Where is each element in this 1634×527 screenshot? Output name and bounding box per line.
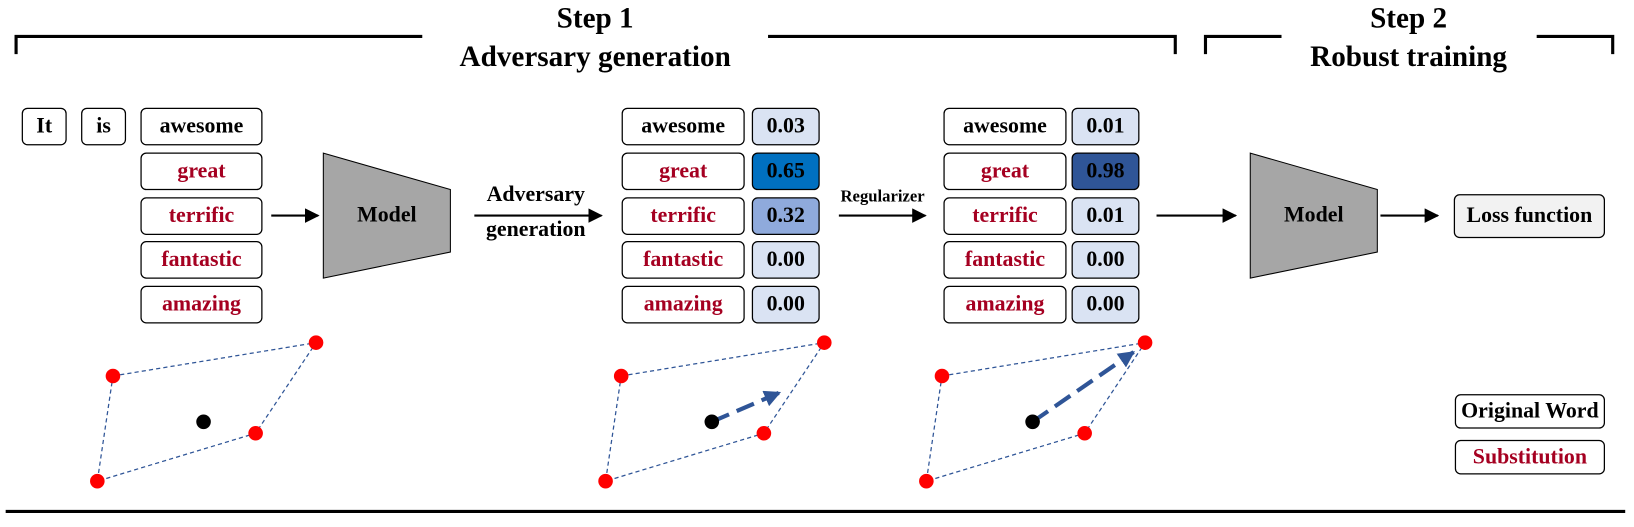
candidate-word: fantastic	[161, 247, 241, 271]
substitution-point	[1137, 335, 1153, 350]
neighborhood	[925, 341, 1147, 483]
original-point	[196, 414, 211, 430]
weight-box	[751, 241, 820, 279]
substitution-point	[919, 473, 934, 489]
substitution-point	[1077, 425, 1092, 441]
substitution-point	[598, 473, 613, 489]
candidate-word-box	[140, 241, 263, 279]
candidate-word-box	[621, 241, 745, 279]
weight-box	[1071, 197, 1140, 235]
candidate-word: awesome	[160, 114, 244, 138]
candidate-word-box	[140, 197, 263, 235]
weight: 0.98	[1086, 158, 1124, 182]
weight: 0.65	[767, 158, 805, 182]
candidate-word-box	[621, 285, 745, 324]
model	[1249, 152, 1378, 279]
brackets	[5, 34, 1626, 513]
candidate-word-box	[140, 107, 263, 146]
candidate-word-box	[943, 197, 1067, 235]
arrow-label: generation	[486, 217, 586, 241]
candidate-word-box	[943, 285, 1067, 324]
weight-box	[751, 152, 820, 191]
step-title: Adversary generation	[460, 41, 731, 73]
legend-item-box	[1454, 394, 1606, 429]
substitution-point	[613, 368, 629, 384]
loss-function: Loss function	[1467, 203, 1593, 227]
candidate-word-box	[621, 152, 745, 191]
substitution-point	[308, 335, 324, 350]
candidate-word: terrific	[169, 203, 235, 227]
step2-bracket	[1203, 34, 1615, 55]
candidate-word-box	[943, 241, 1067, 279]
candidate-word: amazing	[162, 292, 241, 316]
context-word: is	[96, 114, 111, 138]
candidate-word-box	[140, 285, 263, 324]
weight: 0.32	[767, 203, 805, 227]
original-point	[1025, 414, 1040, 430]
loss-function-box	[1453, 194, 1606, 239]
weight: 0.01	[1086, 114, 1124, 138]
perturbation	[710, 390, 782, 424]
step-label: Step 1	[557, 3, 634, 35]
substitution-point	[934, 368, 950, 384]
weight: 0.00	[1086, 292, 1124, 316]
step1-bracket	[14, 34, 1177, 55]
substitution-point	[756, 425, 772, 441]
neighborhood	[96, 341, 318, 483]
candidate-word: great	[981, 158, 1030, 182]
weight-box	[751, 197, 820, 235]
candidate-word-box	[621, 107, 745, 146]
arrow-label: Adversary	[487, 182, 585, 206]
context-word: It	[36, 114, 53, 138]
weight: 0.03	[767, 114, 805, 138]
candidate-word: amazing	[644, 292, 723, 316]
candidate-word: awesome	[641, 114, 725, 138]
context-word-box	[21, 107, 67, 146]
candidate-word: great	[177, 158, 226, 182]
candidate-word: terrific	[650, 203, 716, 227]
perturbation	[1031, 350, 1135, 424]
weight: 0.00	[767, 247, 805, 271]
weight: 0.00	[1086, 247, 1124, 271]
step-label: Step 2	[1370, 3, 1447, 35]
context-word-box	[81, 107, 127, 146]
substitution-point	[105, 368, 121, 384]
substitution-point	[90, 473, 105, 489]
candidate-word: fantastic	[643, 247, 723, 271]
weight: 0.01	[1086, 203, 1124, 227]
substitution-point	[248, 425, 263, 441]
candidate-word: awesome	[963, 114, 1047, 138]
candidate-word-box	[621, 197, 745, 235]
model	[322, 152, 451, 279]
candidate-word: fantastic	[965, 247, 1045, 271]
weight-box	[751, 107, 820, 146]
weight-box	[751, 285, 820, 324]
weight-box	[1071, 285, 1140, 324]
weight-box	[1071, 152, 1140, 191]
candidate-word-box	[943, 107, 1067, 146]
candidate-word-box	[140, 152, 263, 191]
candidate-word: great	[659, 158, 708, 182]
weight: 0.00	[767, 292, 805, 316]
candidate-word: terrific	[972, 203, 1038, 227]
weight-box	[1071, 241, 1140, 279]
legend-item-box	[1454, 439, 1606, 475]
original-point	[704, 414, 720, 430]
step-title: Robust training	[1310, 41, 1507, 73]
model-label: Model	[1284, 203, 1344, 227]
model-label: Model	[357, 203, 417, 227]
arrow-label: Regularizer	[841, 187, 926, 206]
candidate-word: amazing	[966, 292, 1045, 316]
substitution-point	[817, 335, 832, 350]
weight-box	[1071, 107, 1140, 146]
neighborhood	[604, 341, 826, 483]
candidate-word-box	[943, 152, 1067, 191]
legend-item: Original Word	[1461, 398, 1598, 422]
legend-item: Substitution	[1473, 444, 1587, 468]
